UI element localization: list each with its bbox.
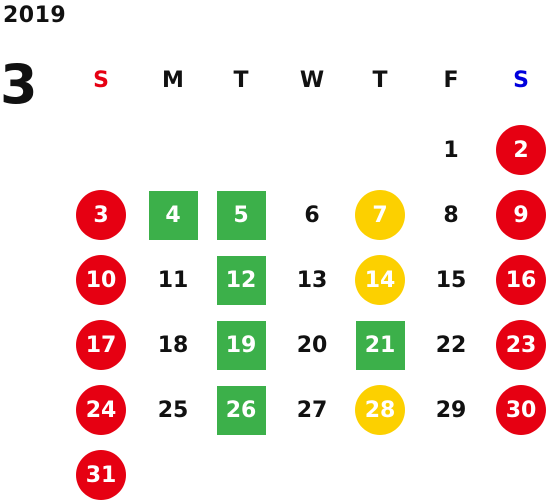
- day-cell[interactable]: 21: [355, 320, 405, 370]
- weekday-label: W: [299, 67, 325, 93]
- day-cell[interactable]: 3: [76, 190, 126, 240]
- weekday-label: S: [513, 67, 529, 93]
- day-cell[interactable]: 15: [435, 267, 467, 293]
- day-cell[interactable]: 24: [76, 385, 126, 435]
- day-cell[interactable]: 10: [76, 255, 126, 305]
- day-cell[interactable]: 27: [296, 397, 328, 423]
- weekday-label: T: [233, 67, 249, 93]
- day-cell[interactable]: 11: [157, 267, 189, 293]
- weekday-label: S: [93, 67, 109, 93]
- day-cell[interactable]: 8: [443, 202, 459, 228]
- weekday-label: T: [372, 67, 388, 93]
- day-cell[interactable]: 26: [216, 385, 266, 435]
- day-cell[interactable]: 31: [76, 450, 126, 500]
- calendar-year: 2019: [3, 3, 67, 28]
- calendar-month: 3: [0, 53, 38, 116]
- day-cell[interactable]: 13: [296, 267, 328, 293]
- day-cell[interactable]: 14: [355, 255, 405, 305]
- day-cell[interactable]: 30: [496, 385, 546, 435]
- day-cell[interactable]: 19: [216, 320, 266, 370]
- weekday-label: F: [443, 67, 459, 93]
- day-cell[interactable]: 6: [304, 202, 320, 228]
- day-cell[interactable]: 20: [296, 332, 328, 358]
- day-cell[interactable]: 1: [443, 137, 459, 163]
- day-cell[interactable]: 17: [76, 320, 126, 370]
- day-cell[interactable]: 29: [435, 397, 467, 423]
- day-cell[interactable]: 22: [435, 332, 467, 358]
- day-cell[interactable]: 9: [496, 190, 546, 240]
- weekday-label: M: [162, 67, 184, 93]
- day-cell[interactable]: 4: [148, 190, 198, 240]
- day-cell[interactable]: 25: [157, 397, 189, 423]
- day-cell[interactable]: 2: [496, 125, 546, 175]
- day-cell[interactable]: 16: [496, 255, 546, 305]
- day-cell[interactable]: 7: [355, 190, 405, 240]
- day-cell[interactable]: 18: [157, 332, 189, 358]
- day-cell[interactable]: 5: [216, 190, 266, 240]
- day-cell[interactable]: 23: [496, 320, 546, 370]
- day-cell[interactable]: 28: [355, 385, 405, 435]
- day-cell[interactable]: 12: [216, 255, 266, 305]
